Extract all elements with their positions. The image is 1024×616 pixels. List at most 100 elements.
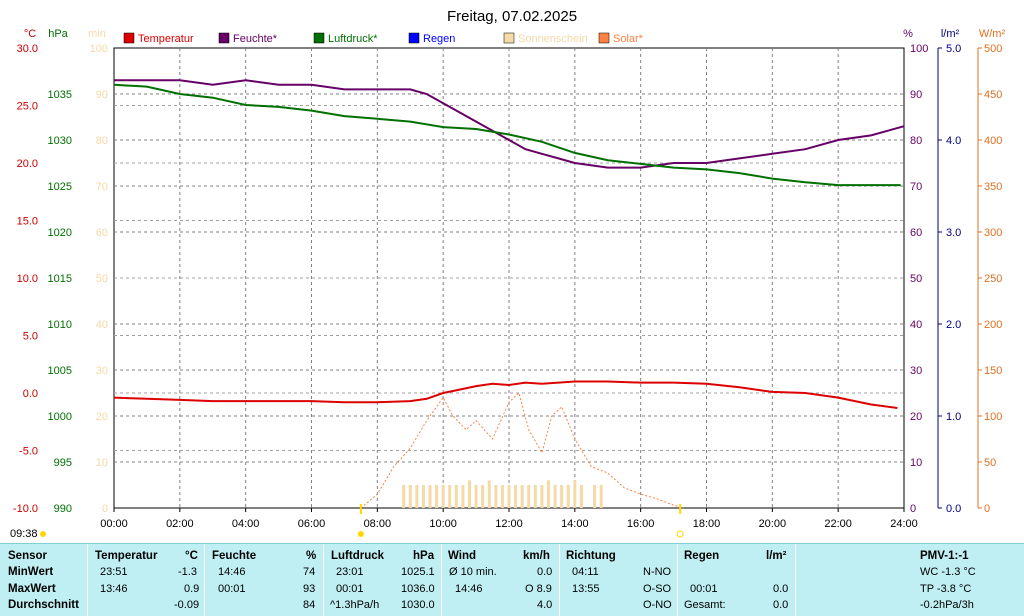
sunshine-bar [520, 485, 524, 508]
pressure-min-val: 1025.1 [401, 566, 435, 578]
sunshine-bar [481, 485, 485, 508]
temp-tick-label: 5.0 [23, 331, 38, 343]
temp-tick-label: 0.0 [23, 388, 38, 400]
sunshine-tick-label: 30 [96, 365, 108, 377]
pressure-tick-label: 990 [54, 503, 72, 515]
x-tick-label: 04:00 [232, 518, 260, 530]
humidity-axis-unit: % [903, 28, 913, 40]
direction-min-val: N-NO [643, 566, 672, 578]
direction-min-time: 04:11 [572, 566, 599, 578]
wind-avg: 4.0 [537, 599, 553, 611]
direction-header: Richtung [566, 550, 616, 562]
direction-max-val: O-SO [643, 583, 672, 595]
x-tick-label: 10:00 [429, 518, 457, 530]
humidity-tick-label: 60 [910, 227, 922, 239]
sunshine-bar [408, 485, 412, 508]
sunshine-bar [487, 480, 491, 508]
pressure-tick-label: 1000 [48, 411, 72, 423]
pressure-avg: 1030.0 [401, 599, 435, 611]
x-tick-label: 14:00 [561, 518, 589, 530]
rain-tick-label: 0.0 [946, 503, 961, 515]
pressure-max-val: 1036.0 [401, 583, 435, 595]
humidity-unit: % [306, 550, 317, 562]
humidity-min-time: 14:46 [218, 566, 246, 578]
temp-header: Temperatur [95, 550, 158, 562]
x-tick-label: 20:00 [759, 518, 787, 530]
wind-avg-label: Ø 10 min. [449, 566, 497, 578]
temp-tick-label: -10.0 [13, 503, 38, 515]
temp-avg: -0.09 [174, 599, 200, 611]
x-tick-label: 06:00 [298, 518, 326, 530]
humidity-max-time: 00:01 [218, 583, 246, 595]
x-tick-label: 02:00 [166, 518, 194, 530]
x-tick-label: 00:00 [100, 518, 128, 530]
dewpoint-value: TP -3.8 °C [920, 583, 972, 595]
temp-unit: °C [185, 550, 198, 562]
row-label-sensor: Sensor [8, 550, 47, 562]
humidity-tick-label: 50 [910, 273, 922, 285]
solar-axis-unit: W/m² [979, 28, 1006, 40]
x-tick-label: 24:00 [890, 518, 918, 530]
sunrise-icon [357, 531, 364, 537]
humidity-max-val: 93 [303, 583, 316, 595]
pressure-tick-label: 1035 [48, 89, 72, 101]
legend-swatch [408, 32, 420, 44]
temp-max-time: 13:46 [100, 583, 128, 595]
sunshine-tick-label: 70 [96, 181, 108, 193]
solar-tick-label: 0 [984, 503, 990, 515]
humidity-tick-label: 10 [910, 457, 922, 469]
rain-total-label: Gesamt: [684, 599, 726, 611]
humidity-avg: 84 [303, 599, 316, 611]
sunshine-tick-label: 100 [90, 43, 108, 55]
sunshine-bar [566, 485, 570, 508]
legend-swatch [503, 32, 515, 44]
sunshine-bar [533, 485, 537, 508]
solar-tick-label: 150 [984, 365, 1002, 377]
sunshine-bar [593, 485, 597, 508]
legend-swatch [313, 32, 325, 44]
sunshine-bar [428, 485, 432, 508]
sunshine-bar [507, 485, 511, 508]
chart-title: Freitag, 07.02.2025 [447, 8, 577, 25]
series-line-temperatur [113, 380, 898, 409]
temp-tick-label: 25.0 [17, 101, 38, 113]
pressure-trend: ^1.3hPa/h [330, 599, 380, 611]
rain-axis-unit: l/m² [941, 28, 960, 40]
sunshine-bar [547, 480, 550, 508]
temp-min-val: -1.3 [178, 566, 197, 578]
sunshine-bar [579, 485, 583, 508]
solar-tick-label: 350 [984, 181, 1002, 193]
sunshine-bar [514, 485, 518, 508]
temp-tick-label: 20.0 [17, 158, 38, 170]
legend-label: Regen [423, 33, 455, 45]
pressure-tick-label: 1005 [48, 365, 72, 377]
wind-max-val: O 8.9 [525, 583, 552, 595]
solar-tick-label: 50 [984, 457, 996, 469]
rain-tick-label: 1.0 [946, 411, 961, 423]
sunshine-bar [435, 485, 439, 508]
pressure-unit: hPa [413, 550, 435, 562]
current-time-label: 09:38 [10, 528, 38, 540]
sunshine-tick-label: 0 [102, 503, 108, 515]
humidity-tick-label: 100 [910, 43, 928, 55]
humidity-tick-label: 20 [910, 411, 922, 423]
sunshine-bar [468, 480, 471, 508]
direction-avg: O-NO [643, 599, 672, 611]
solar-tick-label: 450 [984, 89, 1002, 101]
rain-tick-label: 5.0 [946, 43, 961, 55]
legend-label: Feuchte* [233, 33, 278, 45]
sunshine-bar [553, 485, 557, 508]
humidity-header: Feuchte [212, 550, 257, 562]
legend-swatch [123, 32, 135, 44]
legend-swatch [598, 32, 610, 44]
legend-swatch [218, 32, 230, 44]
rain-header: Regen [684, 550, 720, 562]
wind-max-time: 14:46 [455, 583, 483, 595]
statistics-table: Sensor MinWert MaxWert Durchschnitt Temp… [0, 543, 1024, 616]
series-line-solar [360, 392, 684, 509]
humidity-tick-label: 0 [910, 503, 916, 515]
pressure-tick-label: 995 [54, 457, 72, 469]
pressure-header: Luftdruck [331, 550, 385, 562]
x-tick-label: 16:00 [627, 518, 655, 530]
sunshine-bar [540, 485, 544, 508]
